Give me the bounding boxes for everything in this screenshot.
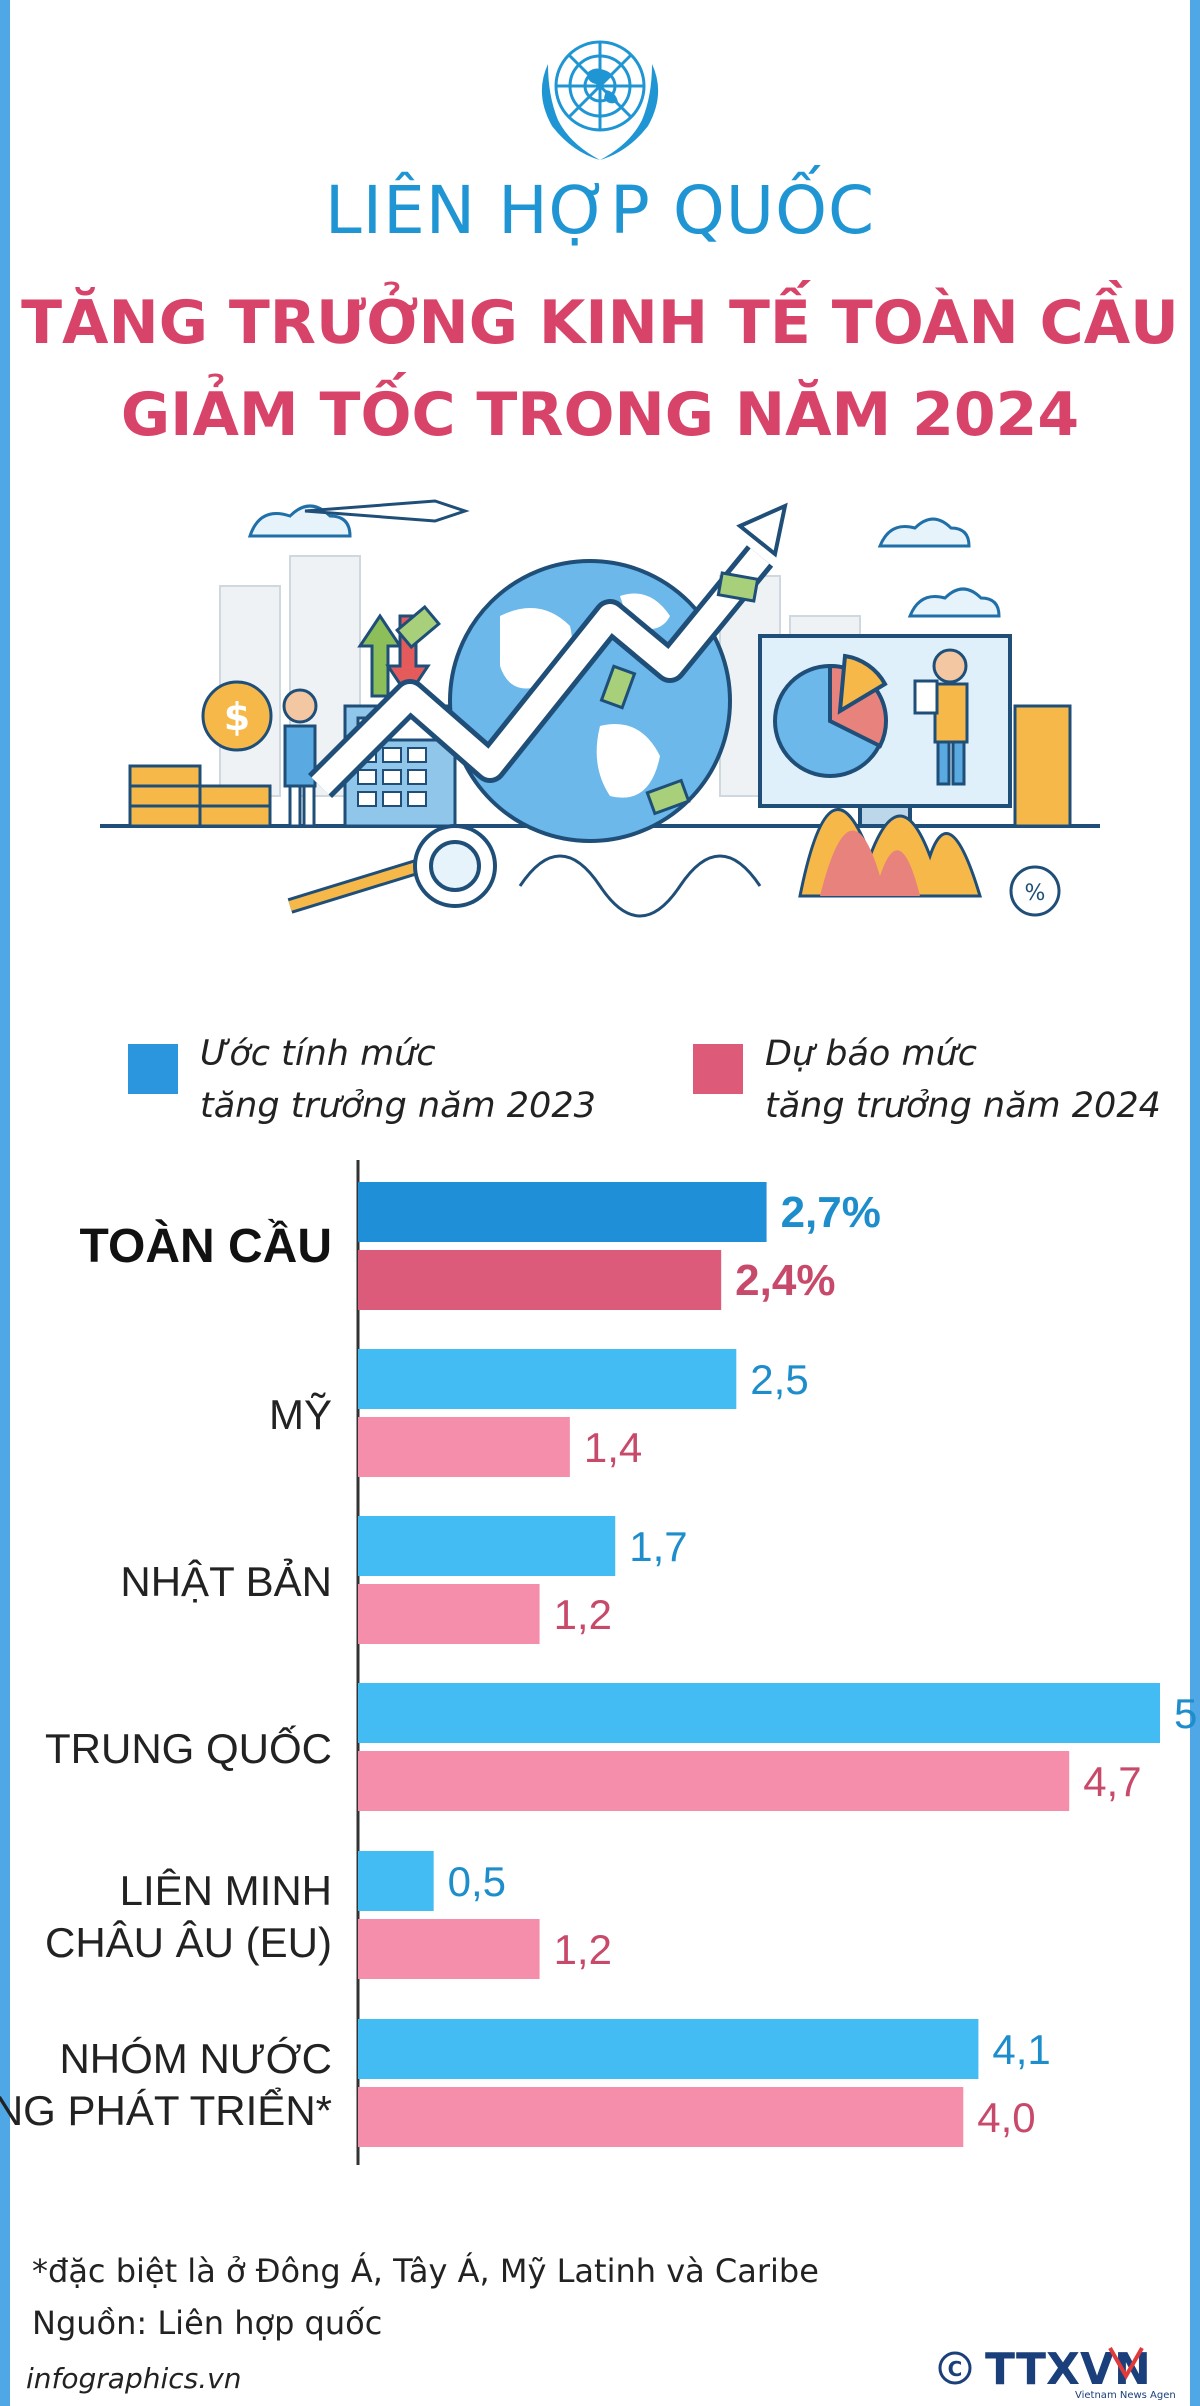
legend-label-2023-line2: tăng trưởng năm 2023 (200, 1086, 596, 1126)
ttxvn-logo: C TTXVN Vietnam News Agency (938, 2344, 1175, 2400)
site-name: infographics.vn (26, 2362, 242, 2395)
legend-item-2024: Dự báo mức tăng trưởng năm 2024 (693, 1028, 1161, 1132)
svg-text:$: $ (224, 695, 250, 739)
page-title-line1: TĂNG TRƯỞNG KINH TẾ TOÀN CẦU (21, 288, 1179, 358)
source-note: Nguồn: Liên hợp quốc (32, 2304, 383, 2342)
svg-text:%: % (1025, 881, 1046, 906)
svg-text:TTXVN: TTXVN (985, 2344, 1151, 2395)
legend-label-2023-line1: Ước tính mức (200, 1034, 436, 1074)
economy-illustration: $ (100, 499, 1100, 918)
svg-text:Vietnam News Agency: Vietnam News Agency (1075, 2390, 1175, 2400)
legend-swatch-2023 (128, 1044, 178, 1094)
footnote: *đặc biệt là ở Đông Á, Tây Á, Mỹ Latinh … (32, 2252, 819, 2290)
un-emblem-icon (541, 40, 659, 160)
legend-swatch-2024 (693, 1044, 743, 1094)
organization-name: LIÊN HỢP QUỐC (324, 172, 876, 249)
svg-text:C: C (948, 2357, 963, 2381)
legend-item-2023: Ước tính mức tăng trưởng năm 2023 (128, 1028, 596, 1132)
legend-label-2024-line2: tăng trưởng năm 2024 (765, 1086, 1161, 1126)
page-title-line2: GIẢM TỐC TRONG NĂM 2024 (120, 380, 1080, 450)
legend-label-2024-line1: Dự báo mức (765, 1034, 977, 1074)
